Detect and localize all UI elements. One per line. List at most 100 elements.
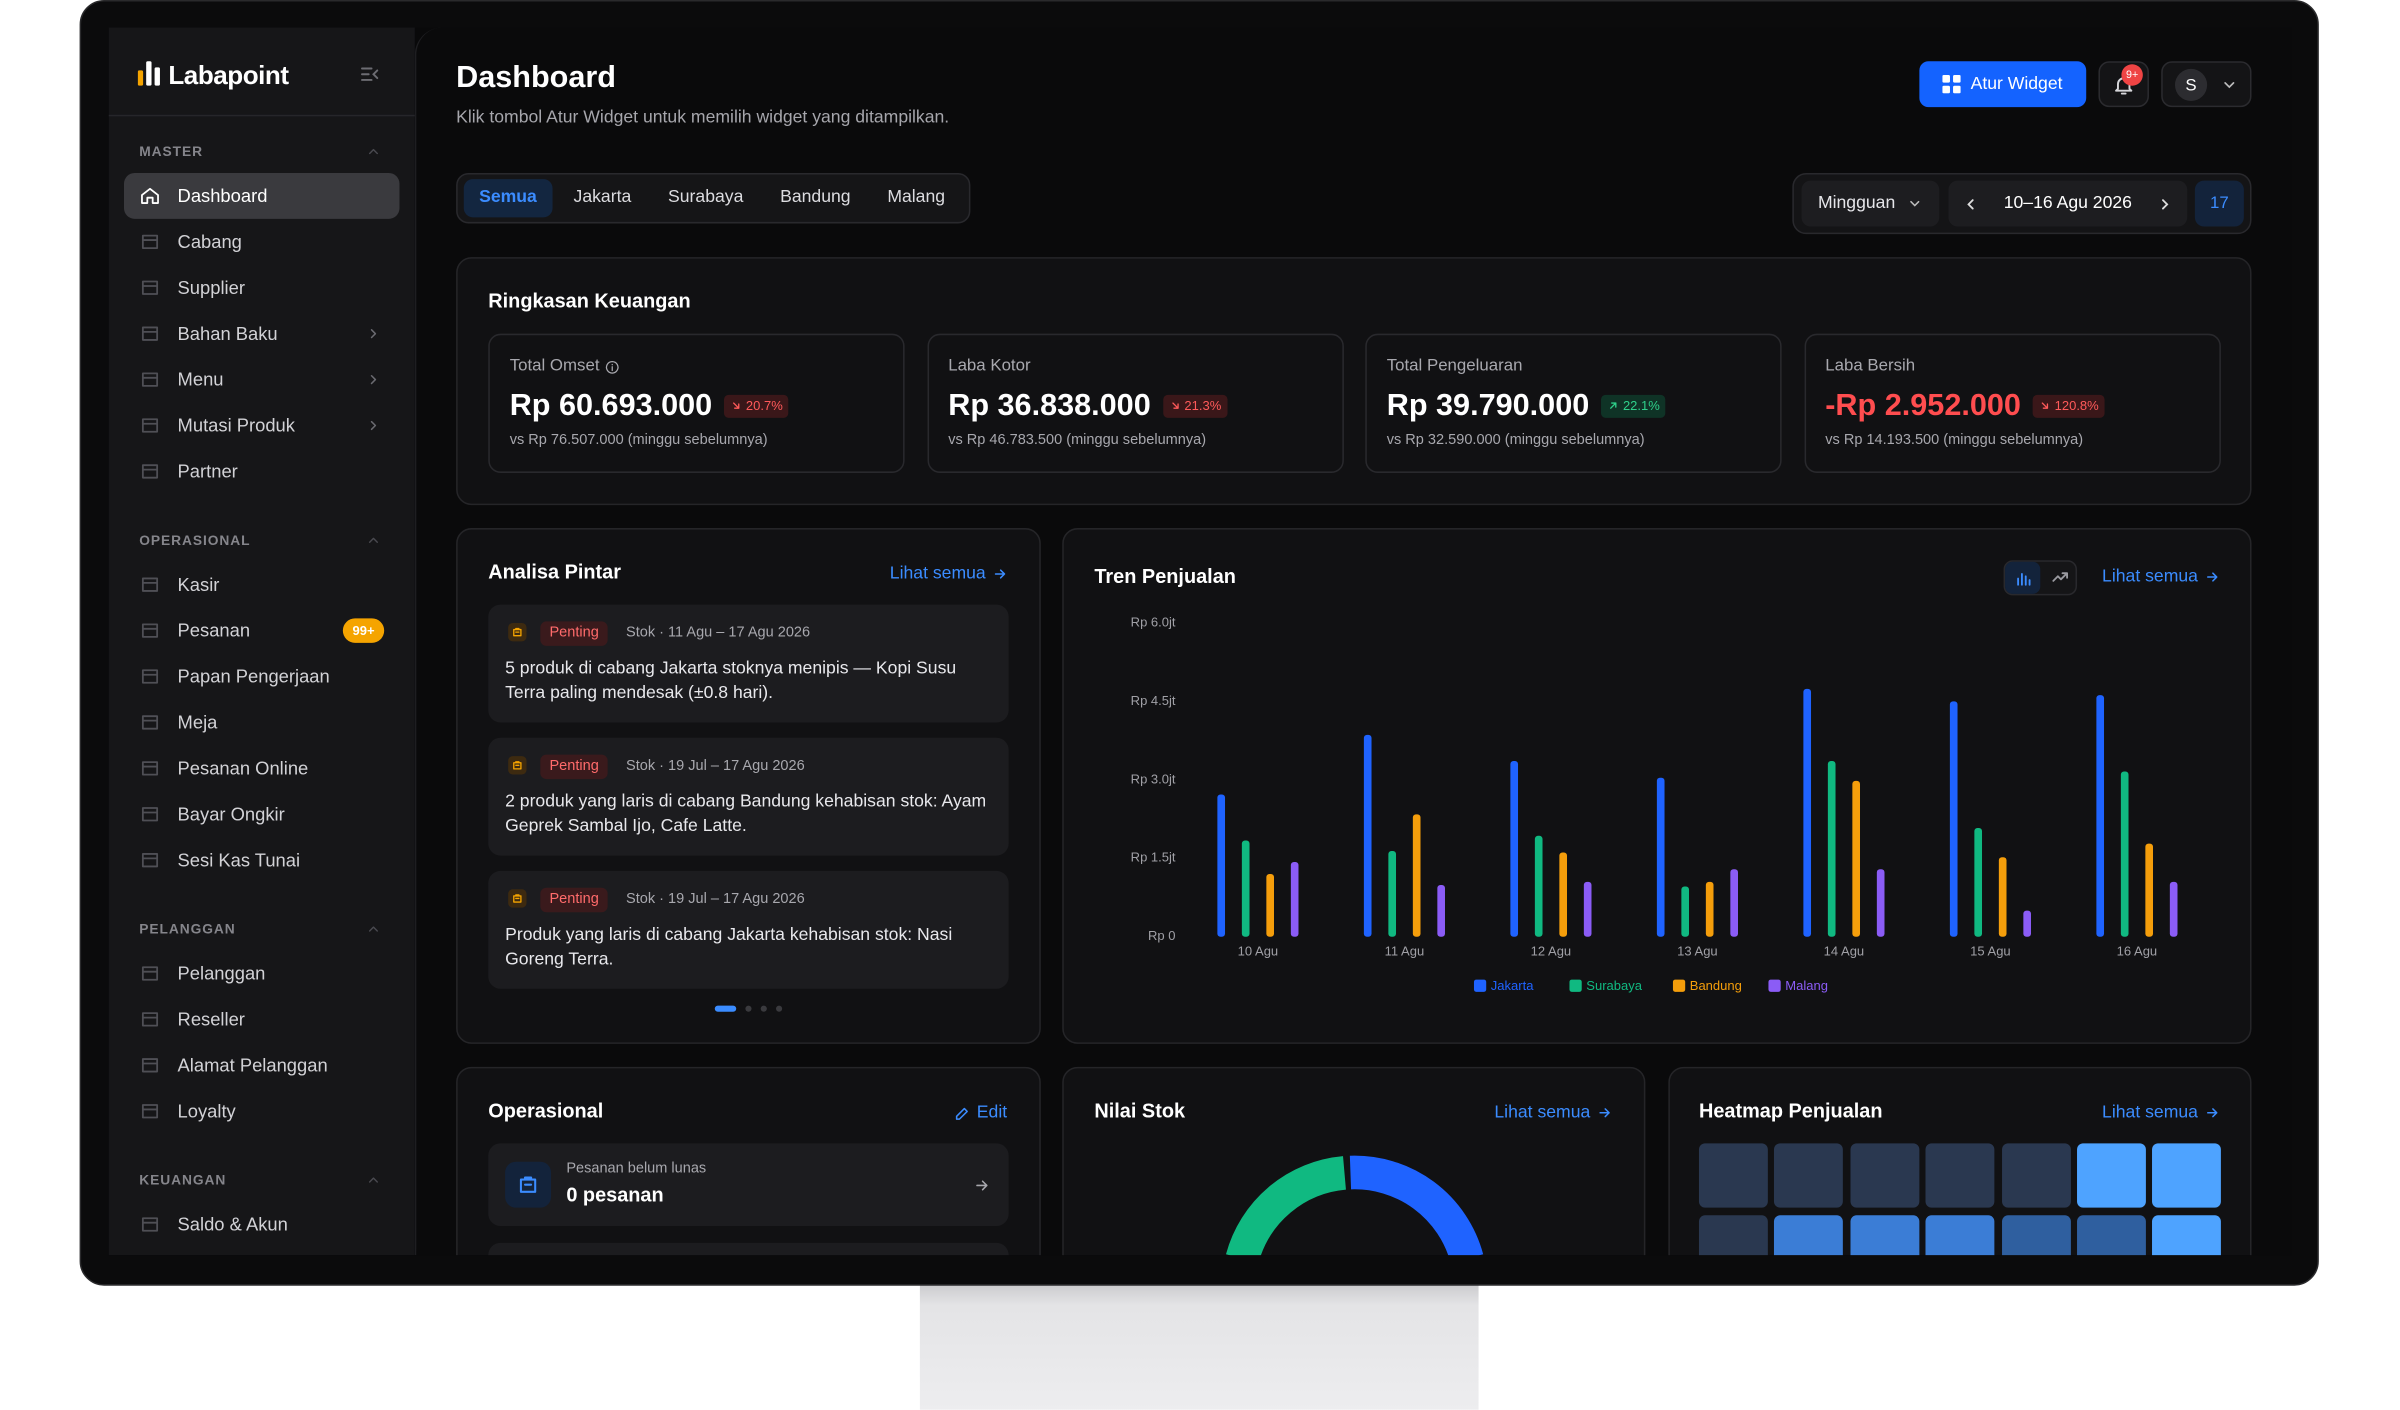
sidebar-item[interactable]: Cabang <box>177 230 242 252</box>
bar <box>1266 873 1275 937</box>
x-tick-label: 10 Agu <box>1238 943 1279 958</box>
pagination-dot[interactable] <box>745 1005 752 1012</box>
menu-icon <box>141 669 159 684</box>
collapse-button[interactable] <box>358 63 381 86</box>
pagination-dot[interactable] <box>714 1005 737 1012</box>
sidebar-item[interactable]: Partner <box>177 460 238 482</box>
change-value: 21.3% <box>1184 397 1222 414</box>
sidebar-item[interactable]: Sesi Kas Tunai <box>177 848 301 871</box>
heatmap-link[interactable]: Lihat semua <box>2102 1101 2219 1125</box>
sidebar-item[interactable]: Reseller <box>177 1008 245 1030</box>
previous-range[interactable] <box>1962 195 1979 212</box>
link-label: Lihat semua <box>2102 567 2198 587</box>
bar <box>1437 884 1445 937</box>
sidebar-item[interactable]: Mutasi Produk <box>177 414 295 436</box>
insight-text: Produk yang laris di cabang Jakarta keha… <box>505 926 953 969</box>
summary-card <box>926 333 1344 473</box>
atur-widget-button[interactable]: Atur Widget <box>1919 61 2087 108</box>
insight-meta: Stok · 19 Jul – 17 Agu 2026 <box>626 758 805 776</box>
icon-path <box>2052 572 2068 582</box>
branch-tab[interactable]: Jakarta <box>573 188 632 207</box>
link-label: Lihat semua <box>889 564 986 584</box>
sidebar-item[interactable]: Kasir <box>177 573 220 595</box>
next-range[interactable] <box>2157 195 2174 212</box>
calendar-button[interactable]: 17 <box>2194 180 2244 227</box>
insight-icon-glyph <box>513 761 522 770</box>
heatmap-cell <box>2001 1143 2071 1208</box>
bar-view-button[interactable] <box>2005 561 2041 594</box>
donut-segment <box>1349 1155 1484 1256</box>
icon-path <box>1172 402 1179 409</box>
branch-tab[interactable]: Surabaya <box>668 188 744 207</box>
sidebar-item[interactable]: Dashboard <box>177 184 268 207</box>
branch-tab[interactable]: Malang <box>887 188 946 207</box>
branch-tab[interactable]: Semua <box>463 179 553 218</box>
heatmap-cell <box>2001 1215 2071 1256</box>
sidebar-item[interactable]: Supplier <box>177 276 245 298</box>
avatar: S <box>2174 68 2208 102</box>
edit-link[interactable]: Edit <box>954 1101 1007 1125</box>
sidebar-item[interactable]: Alamat Pelanggan <box>177 1053 328 1076</box>
bar <box>1241 840 1250 937</box>
insight-meta: Stok · 11 Agu – 17 Agu 2026 <box>626 625 811 642</box>
stock-link[interactable]: Lihat semua <box>1494 1101 1611 1125</box>
pagination-dot[interactable] <box>776 1005 783 1012</box>
icon-path <box>519 1176 537 1193</box>
card-value: -Rp 2.952.000 <box>1825 388 2021 422</box>
bar <box>1510 761 1519 937</box>
icon-path <box>2224 82 2235 89</box>
insights-link[interactable]: Lihat semua <box>890 562 1007 586</box>
icon-path <box>513 761 522 770</box>
widget-icon <box>1943 74 1962 94</box>
info-icon <box>605 360 619 374</box>
pagination-dot[interactable] <box>760 1005 767 1012</box>
branch-tab[interactable]: Bandung <box>780 188 851 207</box>
section-toggle <box>368 926 378 932</box>
change-value: 120.8% <box>2054 397 2099 414</box>
sidebar-item[interactable]: Saldo & Akun <box>177 1213 288 1235</box>
range-select: 10–16 Agu 2026 <box>1948 180 2188 227</box>
logo-bar <box>137 70 144 86</box>
sidebar-divider <box>108 114 415 117</box>
bar <box>1949 701 1958 937</box>
period-select[interactable]: Mingguan <box>1801 180 1940 227</box>
heatmap-cell <box>1774 1143 1844 1208</box>
y-tick-label: Rp 6.0jt <box>1131 614 1176 629</box>
sidebar-item[interactable]: Bahan Baku <box>177 322 278 344</box>
sidebar-item[interactable]: Papan Pengerjaan <box>177 665 330 687</box>
menu-icon <box>141 577 159 592</box>
chevron-down <box>1910 200 1920 207</box>
icon-path <box>2042 402 2049 409</box>
icon-path <box>141 807 159 822</box>
summary-card <box>1365 333 1782 473</box>
sidebar-item[interactable]: Pelanggan <box>177 962 266 984</box>
period-label: Mingguan <box>1817 194 1896 213</box>
icon-path <box>605 360 619 374</box>
bar <box>1998 857 2007 937</box>
menu-icon <box>141 418 159 433</box>
sidebar-item[interactable]: Bayar Ongkir <box>177 802 285 825</box>
card-comparison: vs Rp 14.193.500 (minggu sebelumnya) <box>1825 432 2084 449</box>
bar <box>1803 688 1812 937</box>
insight-text: 2 produk yang laris di cabang Bandung ke… <box>505 792 987 836</box>
panel-title: Ringkasan Keuangan <box>488 289 691 313</box>
sidebar-section-title: PELANGGAN <box>139 920 236 937</box>
heatmap-cell <box>1698 1215 1768 1256</box>
menu-icon <box>141 761 159 776</box>
trend-link[interactable]: Lihat semua <box>2102 565 2219 589</box>
change-badge: 22.1% <box>1601 394 1666 418</box>
sidebar-item[interactable]: Menu <box>177 368 224 390</box>
heatmap-cell <box>2152 1215 2222 1256</box>
card-value: Rp 36.838.000 <box>948 388 1151 422</box>
operation-card[interactable] <box>488 1143 1009 1227</box>
brand-name: Labapoint <box>168 61 289 91</box>
sidebar-item[interactable]: Meja <box>177 711 218 733</box>
icon-path <box>141 966 159 981</box>
sidebar-item[interactable]: Pesanan Online <box>177 757 309 779</box>
section-toggle <box>368 537 378 543</box>
sidebar-item[interactable]: Loyalty <box>177 1099 236 1122</box>
insight-meta: Stok · 19 Jul – 17 Agu 2026 <box>626 891 805 909</box>
sidebar-item[interactable]: Pesanan <box>177 619 251 641</box>
line-view-button[interactable] <box>2051 568 2069 586</box>
menu-icon <box>141 623 159 638</box>
